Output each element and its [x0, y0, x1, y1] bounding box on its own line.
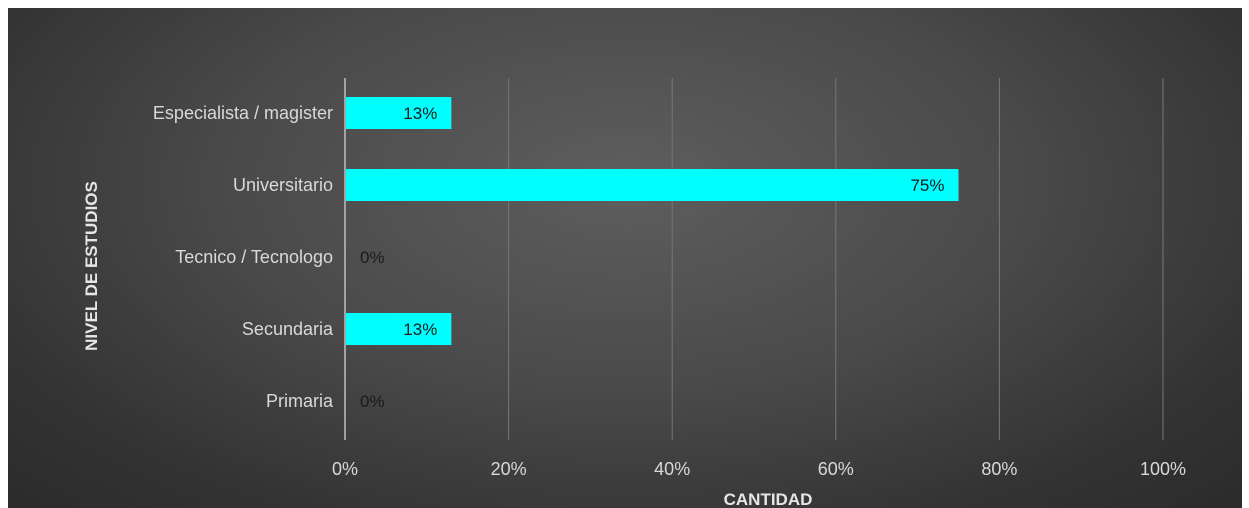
- x-tick-label: 60%: [818, 459, 854, 479]
- bar: [346, 97, 452, 129]
- x-tick-label: 100%: [1140, 459, 1186, 479]
- x-tick-label: 0%: [332, 459, 358, 479]
- x-tick-label: 20%: [491, 459, 527, 479]
- data-label: 0%: [360, 248, 385, 267]
- category-label: Secundaria: [242, 319, 334, 339]
- data-label: 13%: [403, 104, 437, 123]
- category-label: Primaria: [266, 391, 334, 411]
- y-axis-title: NIVEL DE ESTUDIOS: [82, 181, 101, 351]
- x-tick-label: 40%: [654, 459, 690, 479]
- category-label: Tecnico / Tecnologo: [175, 247, 333, 267]
- bar: [346, 313, 452, 345]
- x-tick-label: 80%: [981, 459, 1017, 479]
- data-label: 0%: [360, 392, 385, 411]
- x-axis-title: CANTIDAD: [724, 490, 813, 508]
- data-label: 13%: [403, 320, 437, 339]
- data-label: 75%: [910, 176, 944, 195]
- category-label: Especialista / magister: [153, 103, 333, 123]
- chart-container: 0% 20% 40% 60% 80% 100% Primaria 0% Secundaria 13…: [8, 8, 1242, 508]
- bar: [346, 169, 959, 201]
- category-label: Universitario: [233, 175, 333, 195]
- bars: [346, 97, 959, 345]
- bar-chart: 0% 20% 40% 60% 80% 100% Primaria 0% Secundaria 13…: [82, 78, 1186, 508]
- gridlines: [508, 78, 1164, 440]
- labels: 0% 20% 40% 60% 80% 100% Primaria 0% Secundaria 13…: [153, 103, 1186, 479]
